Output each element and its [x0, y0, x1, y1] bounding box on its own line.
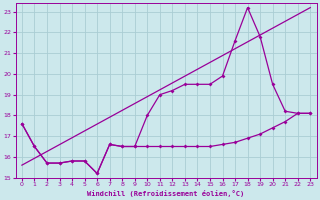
X-axis label: Windchill (Refroidissement éolien,°C): Windchill (Refroidissement éolien,°C)	[87, 190, 245, 197]
